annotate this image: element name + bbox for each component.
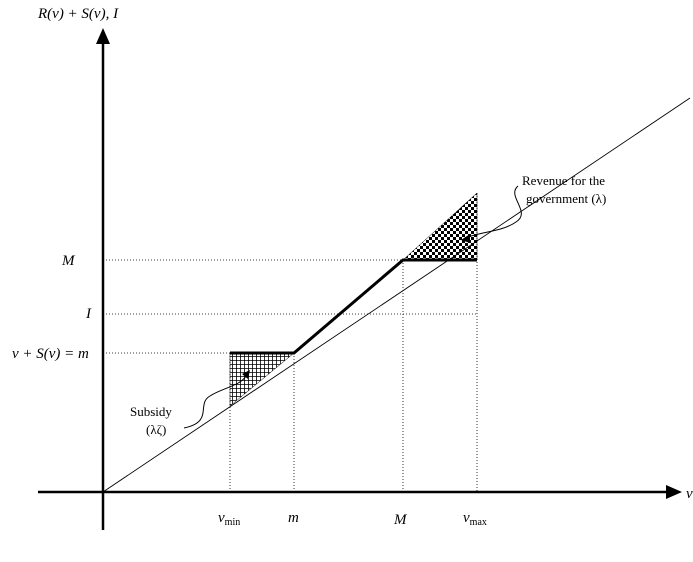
y-axis-label: R(v) + S(v), I — [37, 6, 119, 22]
x-axis-arrowhead — [666, 485, 682, 499]
revenue-callout — [465, 185, 522, 239]
x-tick-M: M — [393, 512, 408, 528]
subsidy-callout — [183, 375, 247, 429]
x-axis-label: v — [686, 486, 693, 502]
x-tick-vmin: vmin — [218, 510, 240, 528]
revenue-label-line2: government (λ) — [526, 191, 606, 206]
y-tick-M: M — [61, 253, 76, 269]
subsidy-callout-arrowhead — [242, 370, 250, 379]
y-tick-m: v + S(v) = m — [12, 346, 89, 362]
y-axis-arrowhead — [96, 28, 110, 44]
x-tick-vmax: vmax — [463, 510, 487, 528]
revenue-label-line1: Revenue for the — [522, 173, 605, 188]
subsidy-label-line2: (λζ) — [146, 422, 166, 437]
subsidy-label-line1: Subsidy — [130, 404, 172, 419]
guide-lines — [103, 193, 478, 492]
forty-five-degree-line — [102, 97, 691, 493]
revenue-callout-arrowhead — [461, 234, 470, 243]
subsidy-region — [229, 352, 295, 407]
revenue-region — [402, 192, 478, 261]
x-tick-m: m — [288, 510, 299, 526]
y-tick-I: I — [85, 306, 92, 322]
axes — [38, 38, 672, 530]
payoff-curve — [230, 258, 477, 355]
